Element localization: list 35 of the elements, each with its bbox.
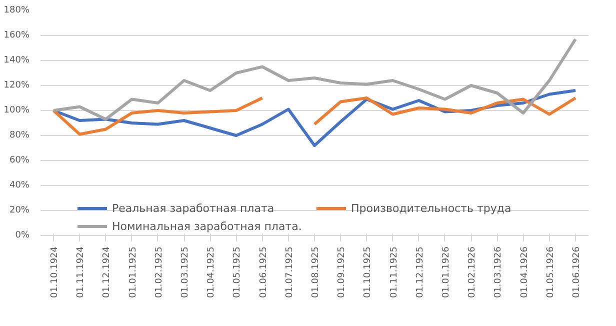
y-tick-label: 40% (9, 180, 30, 190)
x-tick-label: 01.01.1926 (441, 246, 452, 298)
y-tick-label: 100% (4, 106, 30, 116)
x-tick-label: 01.06.1925 (258, 246, 269, 298)
x-tick-label: 01.05.1925 (232, 246, 243, 298)
x-tick-label: 01.10.1924 (50, 246, 60, 298)
x-tick-label: 01.03.1926 (494, 246, 504, 298)
legend-label: Номинальная заработная плата. (112, 219, 303, 233)
y-tick-label: 120% (4, 80, 30, 90)
y-tick-label: 140% (4, 56, 30, 66)
x-tick-label: 01.11.1924 (76, 246, 86, 298)
y-tick-label: 180% (4, 6, 30, 16)
y-tick-label: 160% (4, 30, 30, 40)
x-tick-label: 01.08.1925 (311, 246, 321, 298)
line-series (52, 38, 577, 121)
x-tick-label: 01.04.1925 (206, 246, 217, 298)
x-tick-label: 01.03.1925 (180, 246, 191, 298)
x-tick-label: 01.11.1925 (389, 246, 400, 298)
y-tick-label: 20% (9, 206, 30, 216)
x-tick-label: 01.04.1926 (520, 246, 530, 298)
x-tick-label: 01.10.1925 (363, 246, 374, 298)
x-tick-label: 01.02.1926 (468, 246, 478, 298)
legend-label: Реальная заработная плата (112, 201, 276, 215)
x-tick-label: 01.02.1925 (154, 246, 164, 298)
y-tick-label: 0% (15, 230, 30, 240)
x-tick-label: 01.05.1926 (546, 246, 556, 298)
x-tick-label: 01.07.1925 (284, 246, 295, 298)
legend-label: Производительность труда (351, 201, 512, 215)
x-tick-label: 01.12.1924 (102, 246, 112, 298)
y-tick-label: 80% (9, 130, 30, 140)
x-tick-label: 01.01.1925 (128, 246, 138, 298)
y-tick-label: 60% (9, 156, 30, 166)
x-tick-label: 01.06.1926 (572, 246, 582, 298)
x-tick-label: 01.09.1925 (337, 246, 348, 298)
x-tick-label: 01.12.1925 (415, 246, 426, 298)
